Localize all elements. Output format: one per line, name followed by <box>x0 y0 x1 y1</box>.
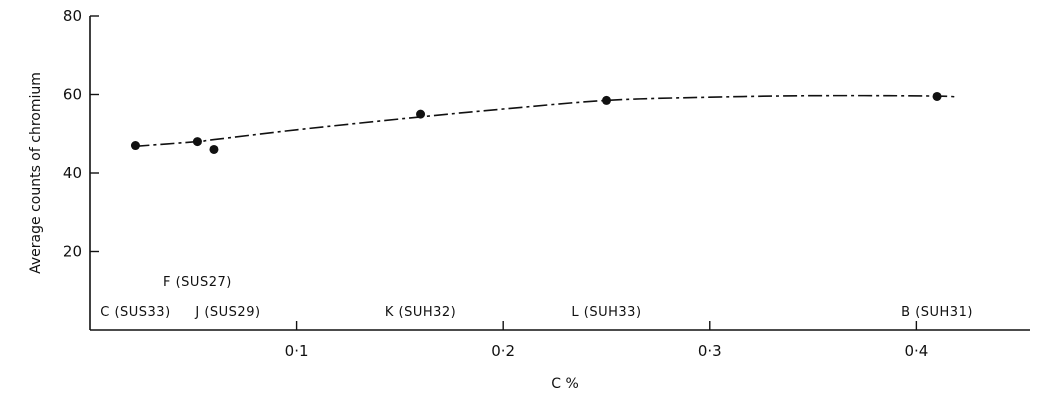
data-point <box>130 141 140 151</box>
data-point <box>192 137 202 147</box>
sample-label: C (SUS33) <box>100 305 170 320</box>
y-tick-label: 60 <box>63 86 82 104</box>
x-tick-label: 0·3 <box>698 342 722 360</box>
y-tick-label: 20 <box>63 243 82 261</box>
y-tick-label: 40 <box>63 164 82 182</box>
y-ticks: 20 40 60 80 <box>63 7 99 261</box>
data-point <box>416 109 426 119</box>
sample-label: J (SUS29) <box>194 305 260 320</box>
x-tick-label: 0·4 <box>904 342 928 360</box>
x-axis-title: C % <box>551 376 579 392</box>
data-points <box>130 91 942 154</box>
sample-label: L (SUH33) <box>571 305 641 320</box>
sample-label: B (SUH31) <box>901 305 973 320</box>
data-point <box>209 144 219 154</box>
data-point <box>932 91 942 101</box>
fit-curve <box>135 94 958 148</box>
y-tick-label: 80 <box>63 7 82 25</box>
sample-labels: C (SUS33) F (SUS27) J (SUS29) K (SUH32) L (S… <box>100 275 973 320</box>
x-tick-label: 0·2 <box>491 342 515 360</box>
y-axis-title: Average counts of chromium <box>28 72 44 274</box>
sample-label: K (SUH32) <box>385 305 456 320</box>
x-ticks: 0·1 0·2 0·3 0·4 <box>285 321 928 360</box>
data-point <box>601 95 611 105</box>
x-tick-label: 0·1 <box>285 342 309 360</box>
sample-label: F (SUS27) <box>163 275 232 290</box>
